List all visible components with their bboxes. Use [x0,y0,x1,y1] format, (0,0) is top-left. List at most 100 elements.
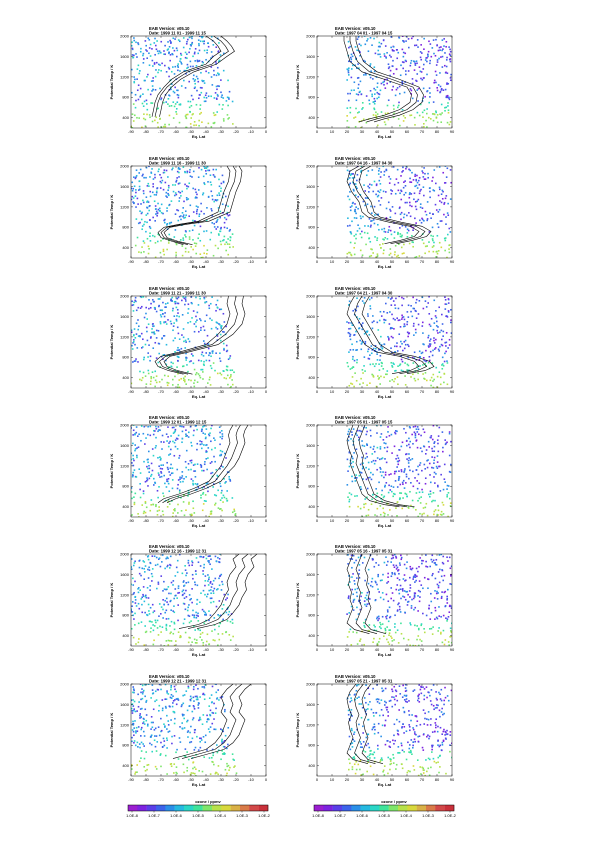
y-tick-label: 800 [308,95,315,100]
y-tick-label: 1200 [120,334,130,339]
x-tick-label: -50 [188,259,195,264]
x-tick-label: -10 [248,129,255,134]
x-tick-label: 10 [330,777,335,782]
x-tick-label: 0 [265,129,268,134]
series-line-2 [159,296,238,375]
x-tick-label: -90 [128,389,135,394]
plot-frame [130,165,267,259]
colorbar-swatch [174,805,185,811]
y-tick-label: 800 [122,225,129,230]
colorbar-tick-label: 1.0E-6 [356,813,369,818]
x-axis-label: Eq. Lat [378,134,392,139]
x-tick-label: 60 [405,647,410,652]
x-tick-label: -60 [173,129,180,134]
x-tick-label: 20 [345,647,350,652]
y-tick-label: 800 [308,225,315,230]
x-tick-label: -50 [188,647,195,652]
x-tick-label: 60 [405,389,410,394]
x-tick-label: 10 [330,259,335,264]
x-tick-label: -90 [128,129,135,134]
colorbar-swatch [221,805,231,811]
panel-date: Date: 1999 11 21 - 1999 11 30 [149,291,206,296]
y-tick-label: 400 [308,763,315,768]
y-tick-label: 2000 [306,681,316,686]
x-axis-label: Eq. Lat [192,134,206,139]
series-line-2 [352,425,408,508]
series-line-1 [154,296,231,375]
colorbar-title: ozone / ppmv [195,799,221,804]
y-axis-label: Potential Temp / K [295,713,300,748]
x-tick-label: -60 [173,259,180,264]
colorbar-tick-label: 1.0E-4 [400,813,413,818]
y-tick-label: 1200 [120,463,130,468]
x-tick-label: 70 [420,777,425,782]
plot-frame [130,683,267,777]
x-tick-label: 30 [360,129,365,134]
y-tick-label: 2000 [120,681,130,686]
series-line-1 [151,36,222,117]
x-tick-label: 0 [265,777,268,782]
y-tick-label: 2000 [306,163,316,168]
x-tick-label: 40 [375,647,380,652]
colorbar-2: ozone / ppmv 1.0E-8 1.0E-7 1.0E-6 1.0E-5 1.0E… [312,799,457,818]
series-line-3 [196,554,258,629]
panel-10: 0 10 20 30 40 50 60 70 80 90 400 800 1200 1600 2000 Eq.… [295,544,455,657]
y-tick-label: 1600 [120,54,130,59]
x-tick-label: 90 [450,259,455,264]
plot-frame [316,683,453,777]
x-tick-label: 30 [360,518,365,523]
y-tick-label: 1600 [306,54,316,59]
scatter-cloud [131,684,238,776]
x-tick-label: 0 [316,129,319,134]
x-tick-label: -30 [218,777,225,782]
y-tick-label: 800 [122,743,129,748]
x-tick-label: -30 [218,389,225,394]
x-tick-label: 70 [420,647,425,652]
x-tick-label: 60 [405,259,410,264]
x-tick-label: -60 [173,518,180,523]
panel-date: Date: 1997 05 16 - 1997 05 31 [335,549,393,554]
y-tick-label: 2000 [306,551,316,556]
colorbar-tick-label: 1.0E-3 [236,813,249,818]
colorbar-swatch [416,805,427,811]
y-tick-label: 800 [308,613,315,618]
scatter-cloud [131,425,237,517]
x-tick-label: 80 [435,647,440,652]
colorbar-swatch [444,805,455,811]
colorbar-swatch [388,805,399,811]
x-tick-label: -40 [203,647,210,652]
y-tick-label: 1200 [120,74,130,79]
colorbar-tick-label: 1.0E-7 [148,813,161,818]
y-tick-label: 400 [122,504,129,509]
x-tick-label: -40 [203,777,210,782]
y-tick-label: 2000 [120,293,130,298]
x-tick-label: -10 [248,259,255,264]
panel-date: Date: 1997 04 21 - 1997 04 30 [335,291,393,296]
x-tick-label: -10 [248,777,255,782]
y-tick-label: 1200 [120,204,130,209]
x-axis-label: Eq. Lat [192,523,206,528]
x-tick-label: 0 [316,647,319,652]
x-tick-label: -70 [158,259,165,264]
colorbar-swatch [202,805,213,811]
x-tick-label: 50 [390,647,395,652]
series-line-2 [187,554,249,629]
x-tick-label: 20 [345,259,350,264]
panel-5: -90 -80 -70 -60 -50 -40 -30 -20 -10 0 400 800 1200 16… [109,286,268,399]
panel-7: -90 -80 -70 -60 -50 -40 -30 -20 -10 0 400 800 1200 16… [109,415,268,528]
x-axis-label: Eq. Lat [192,652,206,657]
colorbar-swatch [426,805,436,811]
x-tick-label: 80 [435,518,440,523]
colorbar-swatch [156,805,166,811]
plot-frame [316,553,453,647]
y-tick-label: 800 [122,355,129,360]
colorbar-swatch [230,805,241,811]
series-line-3 [159,36,235,117]
y-tick-label: 1600 [120,184,130,189]
plot-frame [130,424,267,518]
plot-frame [130,553,267,647]
x-tick-label: 80 [435,777,440,782]
x-tick-label: -30 [218,129,225,134]
series-line-1 [172,684,234,759]
